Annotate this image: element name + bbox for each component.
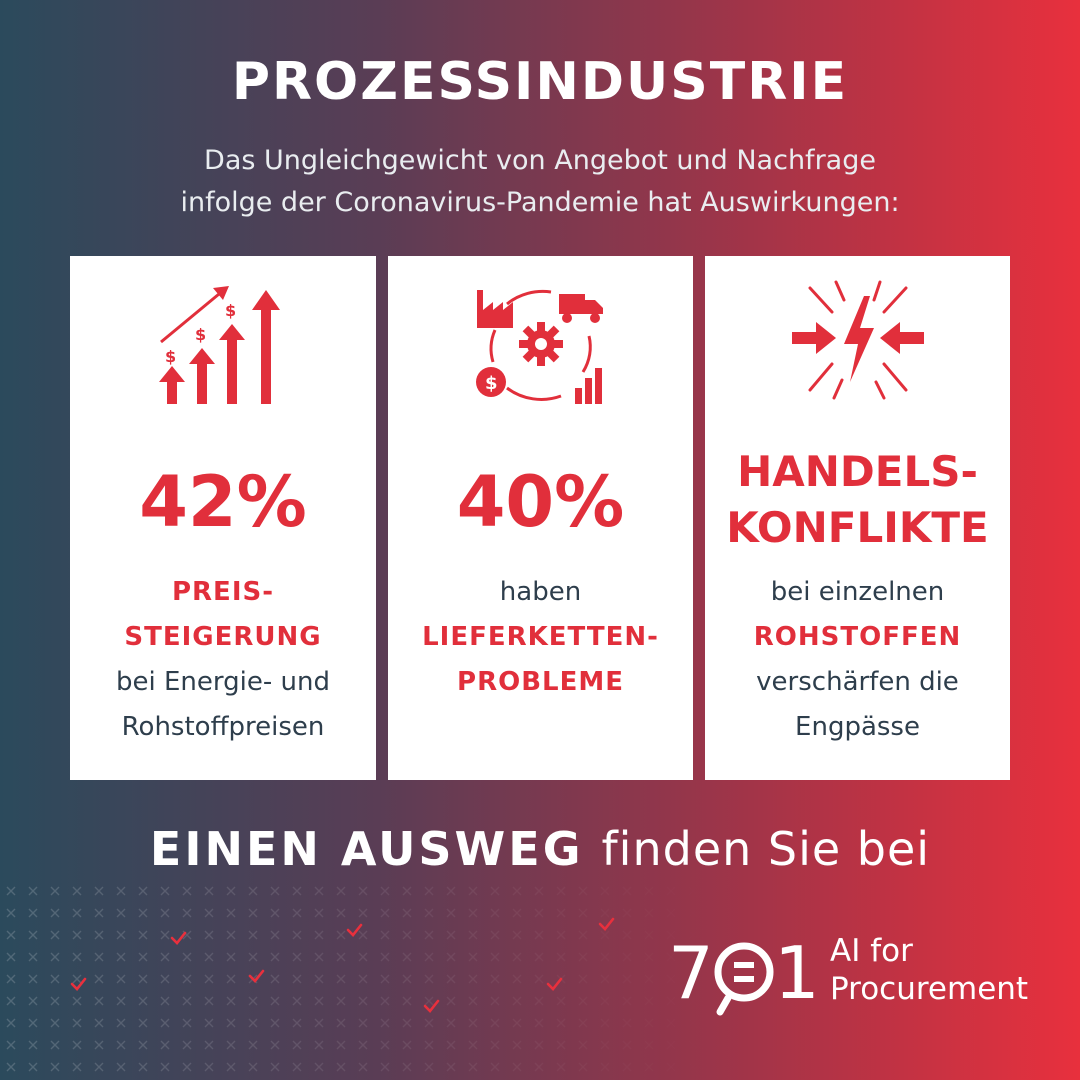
description-text: Rohstoffpreisen [121, 712, 325, 742]
svg-text:$: $ [165, 347, 176, 366]
svg-text:$: $ [485, 373, 498, 394]
stat-value: 40% [456, 461, 625, 543]
logo-mark: 7 1 [668, 931, 818, 1016]
cta-normal-text: finden Sie bei [601, 822, 931, 876]
card-price-increase: $ $ $ 42% PREIS- STEIGERUNG bei Energie-… [70, 256, 376, 780]
svg-text:$: $ [225, 301, 236, 320]
logo-tagline-line: AI for [830, 933, 913, 969]
highlight-text: LIEFERKETTEN- [422, 622, 659, 652]
supply-chain-cycle-icon: $ [475, 289, 603, 404]
highlight-text: STEIGERUNG [124, 622, 322, 652]
headline-text: HANDELS- [737, 447, 978, 496]
description-text: Engpässe [795, 712, 920, 742]
card-supply-chain: $ 40% haben LIEFERKETTEN- PROBLEME [388, 256, 693, 780]
decorative-pattern [0, 880, 720, 1080]
description-text: bei Energie- und [116, 667, 330, 697]
highlight-text: PROBLEME [457, 667, 624, 697]
stat-value: 42% [139, 461, 307, 543]
logo-tagline-line: Procurement [830, 971, 1029, 1007]
highlight-text: ROHSTOFFEN [753, 622, 962, 652]
description-text: verschärfen die [756, 667, 959, 697]
svg-text:$: $ [195, 325, 206, 344]
trade-conflict-clash-icon [791, 280, 924, 400]
cta-bold-text: EINEN AUSWEG [149, 822, 584, 876]
subtitle-line: Das Ungleichgewicht von Angebot und Nach… [204, 145, 876, 176]
page-subtitle: Das Ungleichgewicht von Angebot und Nach… [0, 140, 1080, 224]
logo-digit-one: 1 [774, 931, 818, 1015]
logo-digit-seven: 7 [668, 931, 714, 1015]
company-logo[interactable]: 7 1 AI for Procurement [668, 928, 1068, 1018]
call-to-action: EINEN AUSWEG finden Sie bei [0, 822, 1080, 876]
description-text: bei einzelnen [770, 577, 945, 607]
page-title: PROZESSINDUSTRIE [231, 52, 849, 112]
description-text: haben [499, 577, 582, 607]
headline-text: KONFLIKTE [726, 503, 989, 552]
subtitle-line: infolge der Coronavirus-Pandemie hat Aus… [180, 187, 900, 218]
highlight-text: PREIS- [171, 577, 275, 607]
card-trade-conflicts: HANDELS- KONFLIKTE bei einzelnen ROHSTOF… [705, 256, 1010, 780]
logo-tagline: AI for Procurement [830, 932, 1028, 1008]
rising-price-arrows-icon: $ $ $ [159, 286, 280, 404]
